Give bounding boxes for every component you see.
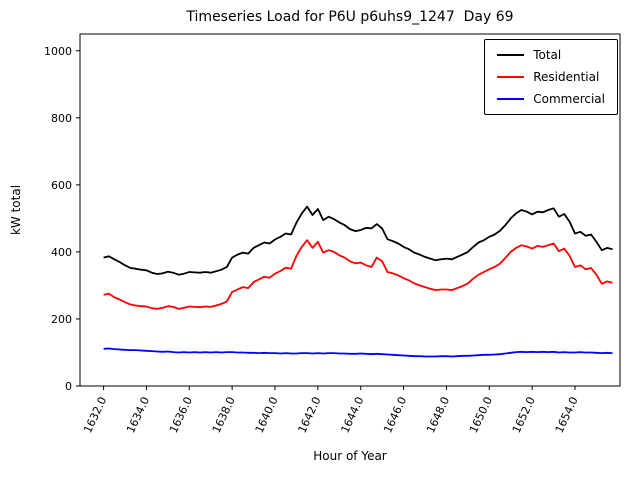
y-tick-label: 0 [65,380,72,393]
legend-item-commercial: Commercial [497,93,605,105]
x-tick-label: 1652.0 [510,395,538,435]
x-tick-label: 1632.0 [81,395,109,435]
legend-line-total-icon [497,54,525,56]
chart-title: Timeseries Load for P6U p6uhs9_1247 Day … [186,9,514,25]
legend-item-total: Total [497,49,605,61]
series-line-residential [103,239,613,310]
legend-line-commercial-icon [497,98,525,100]
legend-label-residential: Residential [533,70,600,84]
y-tick-label: 400 [51,246,72,259]
x-tick-label: 1638.0 [210,395,238,435]
y-tick-label: 800 [51,112,72,125]
legend-item-residential: Residential [497,71,605,83]
x-tick-label: 1644.0 [338,395,366,435]
x-tick-label: 1654.0 [553,395,581,435]
x-tick-label: 1646.0 [381,395,409,435]
x-tick-label: 1642.0 [296,395,324,435]
y-axis-label: kW total [9,184,23,236]
x-tick-label: 1640.0 [253,395,281,435]
legend-line-residential-icon [497,76,525,78]
x-tick-label: 1636.0 [167,395,195,435]
series-line-total [103,205,613,276]
y-tick-label: 600 [51,179,72,192]
x-tick-label: 1650.0 [467,395,495,435]
legend-label-commercial: Commercial [533,92,605,106]
legend: Total Residential Commercial [484,39,618,115]
legend-label-total: Total [533,48,562,62]
series-line-commercial [103,347,613,358]
x-tick-label: 1648.0 [424,395,452,435]
y-tick-label: 1000 [44,45,72,58]
y-tick-label: 200 [51,313,72,326]
x-axis-label: Hour of Year [313,449,387,463]
x-tick-label: 1634.0 [124,395,152,435]
